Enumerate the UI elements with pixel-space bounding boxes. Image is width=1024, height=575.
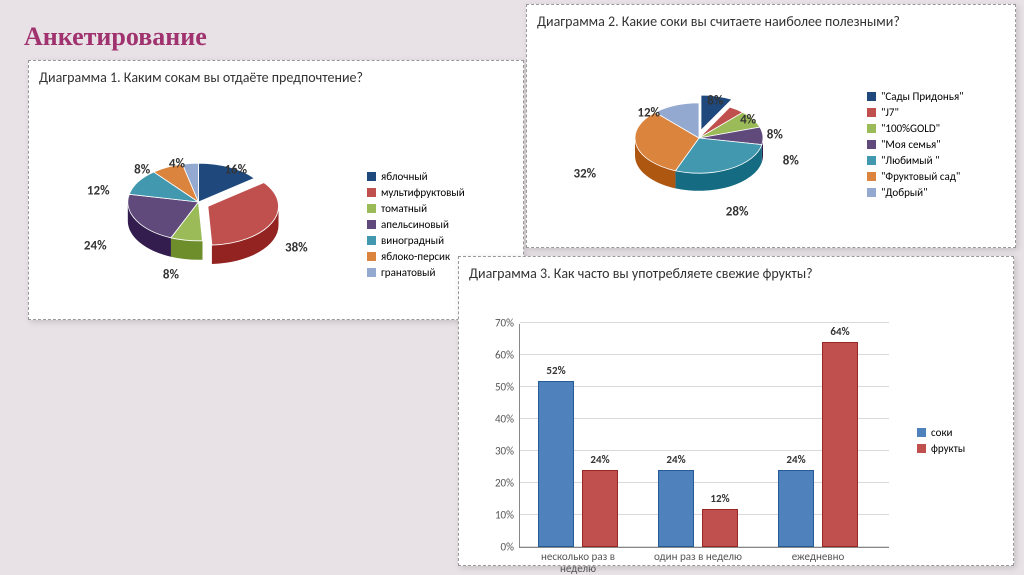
legend-item: "Любимый " <box>867 154 964 167</box>
bar <box>822 342 858 547</box>
pie-slice-label: 24% <box>84 239 107 254</box>
bar-value-label: 24% <box>666 453 685 466</box>
legend-swatch <box>867 124 876 133</box>
legend-item: "Моя семья" <box>867 138 964 151</box>
x-category-label: один раз в неделю <box>643 547 753 563</box>
legend-label: апельсиновый <box>381 218 449 231</box>
legend-swatch <box>367 172 376 181</box>
pie-slice-label: 32% <box>574 167 597 182</box>
legend-item: "Сады Придонья" <box>867 90 964 103</box>
pie-slice-label: 4% <box>740 112 756 127</box>
pie-slice-label: 28% <box>726 205 749 220</box>
chart2-title: Диаграмма 2. Какие соки вы считаете наиб… <box>527 5 1015 34</box>
legend-label: "Фруктовый сад" <box>881 170 960 183</box>
legend-label: фрукты <box>931 442 965 455</box>
y-tick-label: 0% <box>501 541 520 554</box>
pie-slice-label: 12% <box>637 105 660 120</box>
pie-slice-label: 16% <box>224 162 247 177</box>
legend-label: гранатовый <box>381 266 435 279</box>
legend-label: "Любимый " <box>881 154 939 167</box>
legend-swatch <box>367 220 376 229</box>
legend-item: соки <box>917 426 965 439</box>
chart-panel-3: Диаграмма 3. Как часто вы употребляете с… <box>458 256 1014 566</box>
legend-swatch <box>867 188 876 197</box>
legend-swatch <box>917 444 926 453</box>
bar <box>702 509 738 547</box>
chart-panel-2: Диаграмма 2. Какие соки вы считаете наиб… <box>526 4 1016 248</box>
legend-swatch <box>867 172 876 181</box>
legend-item: фрукты <box>917 442 965 455</box>
bar-value-label: 24% <box>786 453 805 466</box>
legend-label: "100%GOLD" <box>881 122 940 135</box>
legend-label: "J7" <box>881 106 899 119</box>
legend-swatch <box>867 156 876 165</box>
legend-swatch <box>867 140 876 149</box>
bar-value-label: 24% <box>590 453 609 466</box>
legend-swatch <box>367 268 376 277</box>
y-tick-label: 20% <box>495 477 520 490</box>
legend-item: "100%GOLD" <box>867 122 964 135</box>
legend-label: "Моя семья" <box>881 138 941 151</box>
bar-value-label: 64% <box>830 325 849 338</box>
legend-item: гранатовый <box>367 266 465 279</box>
legend-swatch <box>367 204 376 213</box>
legend-item: "Добрый" <box>867 186 964 199</box>
gridline <box>520 322 889 323</box>
y-tick-label: 40% <box>495 413 520 426</box>
pie-slice-label: 8% <box>707 94 723 109</box>
legend-item: виноградный <box>367 234 465 247</box>
legend-swatch <box>367 236 376 245</box>
legend-label: томатный <box>381 202 427 215</box>
legend-item: томатный <box>367 202 465 215</box>
bar <box>658 470 694 547</box>
legend-swatch <box>867 108 876 117</box>
pie-slice-label: 4% <box>169 157 185 172</box>
y-tick-label: 70% <box>495 317 520 330</box>
pie-slice-label: 8% <box>783 153 799 168</box>
x-category-label: несколько раз внеделю <box>523 547 633 575</box>
bar <box>538 381 574 547</box>
bar-value-label: 52% <box>546 364 565 377</box>
y-tick-label: 50% <box>495 381 520 394</box>
pie-slice-label: 8% <box>163 268 179 283</box>
legend-label: "Сады Придонья" <box>881 90 964 103</box>
legend-item: яблоко-персик <box>367 250 465 263</box>
chart1-title: Диаграмма 1. Каким сокам вы отдаёте пред… <box>29 61 523 90</box>
legend-label: мультифруктовый <box>381 186 465 199</box>
pie-slice-label: 8% <box>767 127 783 142</box>
page-title: Анкетирование <box>24 22 207 52</box>
pie-slice-label: 38% <box>285 241 308 256</box>
legend-swatch <box>367 188 376 197</box>
pie-slice-label: 12% <box>87 184 110 199</box>
y-tick-label: 10% <box>495 509 520 522</box>
pie-slice-label: 8% <box>134 162 150 177</box>
bar <box>582 470 618 547</box>
legend-item: "J7" <box>867 106 964 119</box>
legend-item: "Фруктовый сад" <box>867 170 964 183</box>
legend-label: "Добрый" <box>881 186 928 199</box>
legend-swatch <box>917 428 926 437</box>
bar <box>778 470 814 547</box>
bar-value-label: 12% <box>710 492 729 505</box>
legend-label: соки <box>931 426 953 439</box>
legend-label: яблоко-персик <box>381 250 450 263</box>
chart3-plot-area: 0%10%20%30%40%50%60%70%52%24%несколько р… <box>519 324 889 548</box>
chart-panel-1: Диаграмма 1. Каким сокам вы отдаёте пред… <box>28 60 524 320</box>
chart3-title: Диаграмма 3. Как часто вы употребляете с… <box>459 257 1013 286</box>
chart3-legend: соки фрукты <box>917 426 965 458</box>
legend-swatch <box>867 92 876 101</box>
chart2-legend: "Сады Придонья" "J7" "100%GOLD" "Моя семья"… <box>867 90 964 202</box>
legend-label: яблочный <box>381 170 428 183</box>
legend-item: яблочный <box>367 170 465 183</box>
legend-item: апельсиновый <box>367 218 465 231</box>
legend-label: виноградный <box>381 234 444 247</box>
y-tick-label: 60% <box>495 349 520 362</box>
y-tick-label: 30% <box>495 445 520 458</box>
x-category-label: ежедневно <box>763 547 873 563</box>
legend-item: мультифруктовый <box>367 186 465 199</box>
chart1-legend: яблочный мультифруктовый томатный апельсино… <box>367 170 465 282</box>
legend-swatch <box>367 252 376 261</box>
